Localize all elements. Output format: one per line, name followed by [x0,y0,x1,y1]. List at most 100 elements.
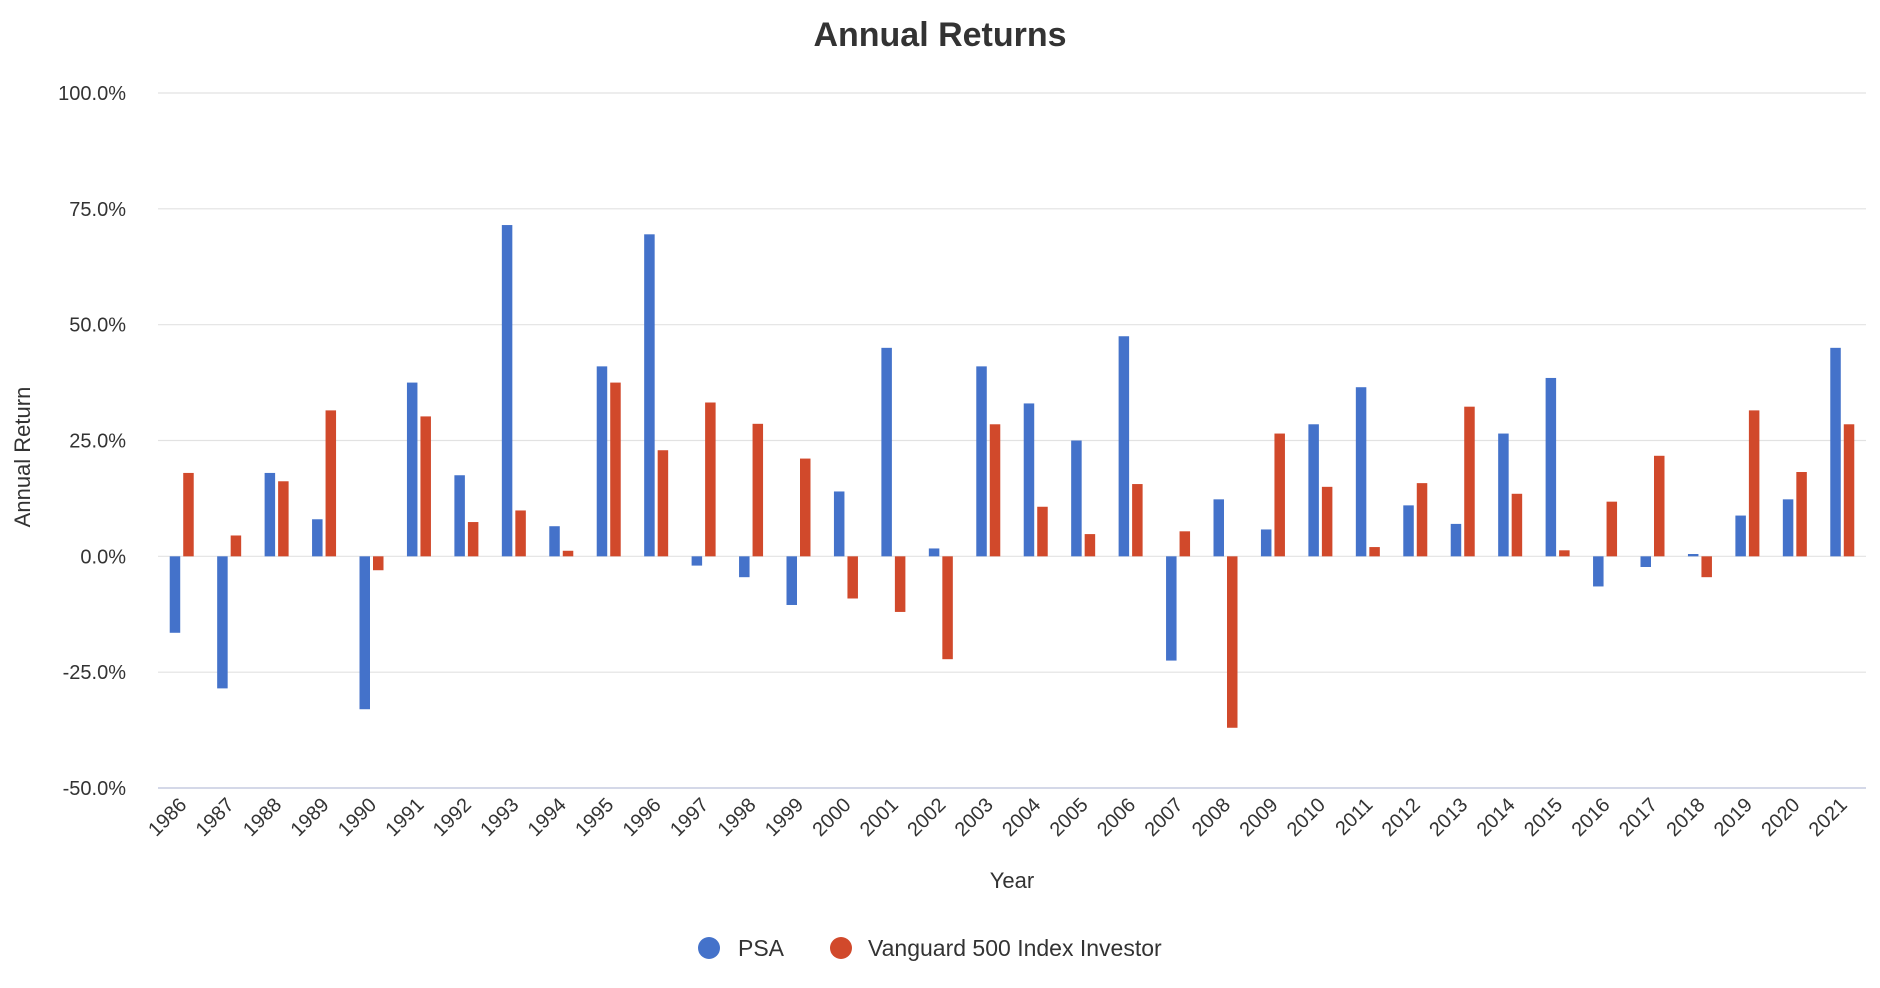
y-tick-label: 75.0% [69,199,126,221]
bar-vanguard-500-2002[interactable] [942,556,953,660]
bar-vanguard-500-1991[interactable] [420,416,431,557]
bar-vanguard-500-1986[interactable] [183,472,194,557]
bar-psa-2014[interactable] [1498,433,1509,557]
x-tick-label: 1995 [571,794,618,841]
bar-psa-1998[interactable] [739,556,750,578]
bar-psa-2021[interactable] [1830,347,1841,557]
bar-vanguard-500-1999[interactable] [800,458,811,557]
x-tick-label: 2020 [1757,794,1804,841]
bar-vanguard-500-2007[interactable] [1179,531,1191,557]
bar-psa-2001[interactable] [881,347,892,557]
bar-psa-1991[interactable] [406,382,418,557]
bar-psa-2008[interactable] [1213,499,1225,557]
bar-vanguard-500-2000[interactable] [847,556,858,599]
x-axis-title: Year [990,868,1034,893]
x-tick-label: 1996 [619,794,666,841]
bar-vanguard-500-1989[interactable] [325,410,337,557]
bar-vanguard-500-1997[interactable] [705,402,716,557]
y-tick-label: 0.0% [80,546,126,568]
bar-vanguard-500-2003[interactable] [989,424,1001,557]
bar-psa-1988[interactable] [264,472,276,557]
x-tick-label: 2009 [1235,794,1282,841]
bar-psa-2016[interactable] [1593,556,1604,587]
bar-vanguard-500-2008[interactable] [1227,556,1238,728]
bar-psa-2017[interactable] [1640,556,1652,567]
x-tick-label: 1997 [666,794,713,841]
y-axis-ticks: 100.0% 75.0% 50.0% 25.0% 0.0% -25.0% -50.0% [58,83,126,800]
bar-vanguard-500-1996[interactable] [657,450,669,557]
bar-psa-1999[interactable] [786,556,798,605]
bar-vanguard-500-1995[interactable] [610,382,621,557]
bar-psa-2002[interactable] [928,548,940,557]
bar-vanguard-500-2001[interactable] [894,556,906,612]
bar-vanguard-500-2016[interactable] [1606,501,1618,557]
x-tick-label: 1991 [381,794,428,841]
bar-psa-2019[interactable] [1735,515,1746,557]
bar-vanguard-500-2006[interactable] [1132,484,1143,557]
bar-vanguard-500-2011[interactable] [1369,547,1380,557]
y-tick-label: 100.0% [58,83,126,105]
bar-psa-1987[interactable] [217,556,228,689]
x-tick-label: 2012 [1378,794,1425,841]
bar-vanguard-500-2004[interactable] [1037,506,1048,557]
bar-vanguard-500-2012[interactable] [1416,483,1428,557]
bar-vanguard-500-2005[interactable] [1084,534,1096,557]
bar-vanguard-500-1988[interactable] [278,481,289,557]
bar-psa-2012[interactable] [1403,505,1414,557]
bar-psa-2000[interactable] [833,491,845,557]
bar-vanguard-500-1987[interactable] [230,535,242,557]
bar-vanguard-500-1994[interactable] [562,550,574,557]
x-tick-label: 1989 [287,794,334,841]
x-tick-label: 2017 [1615,794,1662,841]
bar-psa-2018[interactable] [1687,554,1699,557]
bar-psa-2015[interactable] [1545,377,1557,557]
bar-psa-1993[interactable] [501,225,513,557]
bar-psa-2003[interactable] [976,366,987,557]
bar-psa-1994[interactable] [549,526,560,557]
bar-vanguard-500-1998[interactable] [752,423,764,557]
bar-vanguard-500-1990[interactable] [373,556,384,571]
bar-psa-2004[interactable] [1023,403,1035,557]
x-tick-label: 1998 [714,794,761,841]
gridlines [158,92,1866,789]
legend-marker [698,937,720,959]
bar-psa-2005[interactable] [1071,440,1082,557]
bar-psa-2009[interactable] [1260,529,1272,557]
bar-psa-2007[interactable] [1166,556,1177,661]
bar-psa-1992[interactable] [454,475,465,557]
bar-vanguard-500-2020[interactable] [1796,472,1807,557]
bar-psa-2013[interactable] [1450,523,1462,557]
bar-psa-1995[interactable] [596,366,608,557]
bar-psa-2020[interactable] [1782,499,1794,557]
x-tick-label: 2001 [856,794,903,841]
bar-vanguard-500-1993[interactable] [515,510,526,557]
x-tick-label: 1986 [144,794,191,841]
bar-vanguard-500-2014[interactable] [1511,493,1523,557]
bar-psa-2011[interactable] [1355,387,1367,557]
bar-vanguard-500-2018[interactable] [1701,556,1712,578]
x-tick-label: 2007 [1141,794,1188,841]
legend-label[interactable]: Vanguard 500 Index Investor [868,935,1162,961]
x-tick-label: 1994 [524,794,571,841]
bar-psa-1996[interactable] [644,234,655,557]
bar-vanguard-500-2010[interactable] [1321,486,1333,557]
x-tick-label: 1987 [192,794,239,841]
bar-vanguard-500-2019[interactable] [1748,410,1760,557]
legend-label[interactable]: PSA [738,935,785,961]
bar-psa-1997[interactable] [691,556,703,566]
bar-psa-1986[interactable] [169,556,181,633]
bar-vanguard-500-2021[interactable] [1843,424,1855,557]
bar-psa-1989[interactable] [312,519,323,557]
bar-psa-2010[interactable] [1308,424,1319,557]
bar-vanguard-500-2015[interactable] [1559,550,1570,557]
bar-vanguard-500-2013[interactable] [1464,406,1475,557]
x-tick-label: 2006 [1093,794,1140,841]
bar-vanguard-500-2017[interactable] [1654,455,1665,557]
bar-vanguard-500-1992[interactable] [467,522,479,557]
x-tick-label: 1992 [429,794,476,841]
bar-psa-1990[interactable] [359,556,371,710]
x-tick-label: 1988 [239,794,286,841]
bar-vanguard-500-2009[interactable] [1274,433,1285,557]
x-tick-label: 2019 [1710,794,1757,841]
bar-psa-2006[interactable] [1118,336,1130,557]
